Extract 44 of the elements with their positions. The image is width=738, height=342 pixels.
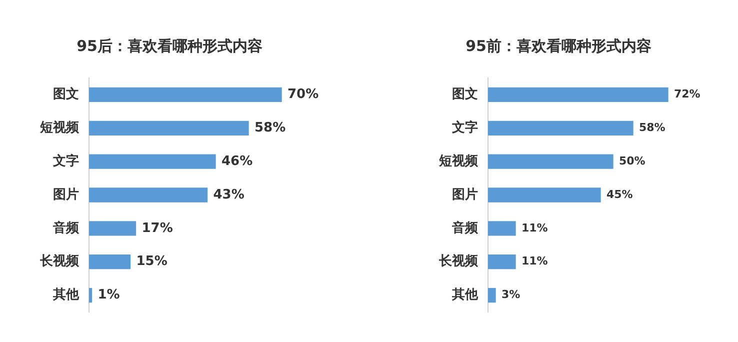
chart-title: 95前：喜欢看哪种形式内容	[466, 36, 652, 55]
data-label: 58%	[639, 121, 666, 134]
data-label: 1%	[98, 288, 120, 303]
y-tick-label: 图片	[53, 187, 79, 202]
bar	[488, 288, 496, 303]
data-label: 50%	[619, 154, 646, 168]
bar	[488, 120, 634, 136]
data-label: 70%	[288, 87, 319, 102]
y-tick-label: 长视频	[39, 253, 80, 270]
data-label: 46%	[222, 154, 253, 169]
bar	[89, 120, 249, 136]
data-label: 11%	[522, 221, 548, 234]
bar	[89, 87, 282, 102]
y-tick-label: 短视频	[39, 120, 80, 136]
y-tick-label: 短视频	[438, 152, 479, 169]
data-label: 3%	[502, 288, 520, 302]
y-tick-label: 文字	[52, 152, 79, 169]
data-label: 72%	[674, 88, 700, 101]
data-label: 43%	[213, 187, 244, 202]
y-tick-label: 文字	[451, 120, 478, 136]
bar	[488, 188, 601, 202]
data-label: 45%	[606, 188, 633, 201]
bar	[89, 288, 92, 303]
bar	[488, 87, 668, 102]
y-tick-label: 图片	[452, 187, 478, 202]
bar	[89, 154, 216, 169]
bar	[89, 254, 131, 270]
chart-title: 95后：喜欢看哪种形式内容	[76, 36, 262, 55]
y-tick-label: 音频	[52, 220, 80, 236]
y-tick-label: 其他	[52, 288, 80, 303]
y-tick-label: 图文	[452, 86, 478, 102]
y-tick-label: 图文	[53, 86, 79, 102]
data-label: 17%	[142, 220, 173, 236]
bar	[488, 221, 516, 236]
data-label: 58%	[254, 120, 286, 136]
bar	[89, 188, 208, 202]
bar	[488, 254, 516, 270]
bar	[89, 221, 136, 236]
data-label: 15%	[136, 254, 168, 270]
y-tick-label: 长视频	[438, 253, 479, 270]
y-tick-label: 其他	[451, 288, 479, 303]
y-tick-label: 音频	[451, 220, 479, 236]
data-label: 11%	[522, 254, 548, 268]
bar	[488, 154, 614, 169]
